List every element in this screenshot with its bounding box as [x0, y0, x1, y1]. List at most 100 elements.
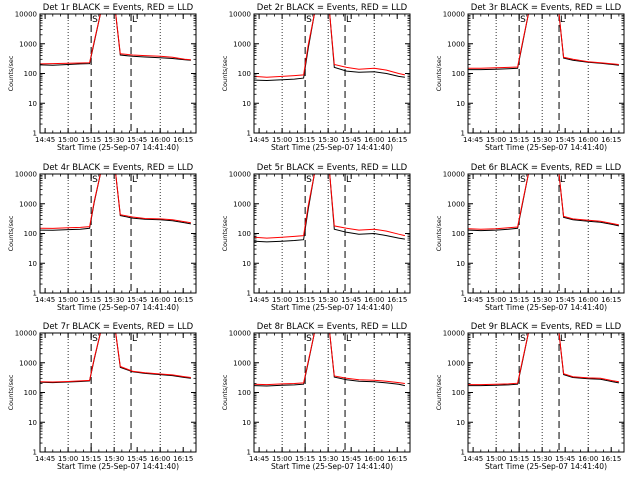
- x-tick-label: 16:00: [364, 136, 384, 144]
- y-tick-label: 10: [242, 419, 251, 427]
- x-axis-label: Start Time (25-Sep-07 14:41:40): [57, 303, 179, 312]
- series-lld-line: [40, 174, 191, 229]
- series-events-line: [254, 333, 406, 387]
- panel-9: Det 9r BLACK = Events, RED = LLD S L 1 10 100…: [435, 322, 625, 471]
- x-axis-label: Start Time (25-Sep-07 14:41:40): [271, 303, 393, 312]
- x-tick-label: 15:30: [104, 136, 124, 144]
- x-tick-label: 15:45: [341, 136, 361, 144]
- marker-label-l: L: [346, 334, 351, 344]
- panel-title: Det 9r BLACK = Events, RED = LLD: [471, 322, 622, 332]
- x-tick-label: 16:15: [387, 136, 407, 144]
- x-tick-label: 15:15: [81, 136, 101, 144]
- panel-7: Det 7r BLACK = Events, RED = LLD S L 1 10 100…: [7, 322, 197, 471]
- x-tick-label: 14:45: [35, 455, 55, 463]
- series-events-line: [468, 14, 619, 71]
- series-events-line: [468, 174, 620, 232]
- x-tick-label: 15:30: [532, 296, 552, 304]
- y-tick-label: 1000: [447, 359, 465, 367]
- marker-label-s: S: [306, 175, 312, 185]
- marker-label-s: S: [92, 334, 98, 344]
- y-tick-label: 1: [33, 290, 37, 298]
- series-lld-line: [468, 333, 619, 386]
- marker-label-s: S: [520, 15, 526, 25]
- x-tick-label: 16:15: [601, 296, 621, 304]
- x-tick-label: 16:00: [150, 455, 170, 463]
- x-tick-label: 14:45: [249, 296, 269, 304]
- marker-label-l: L: [132, 15, 137, 25]
- x-tick-label: 15:15: [81, 455, 101, 463]
- panel-title: Det 5r BLACK = Events, RED = LLD: [257, 163, 408, 173]
- series-lld-line: [40, 14, 191, 65]
- x-tick-label: 14:45: [463, 455, 483, 463]
- plot-frame: [467, 173, 625, 294]
- y-tick-label: 10000: [229, 171, 251, 179]
- x-axis-label: Start Time (25-Sep-07 14:41:40): [57, 462, 179, 471]
- y-tick-label: 100: [24, 70, 37, 78]
- x-tick-label: 15:15: [81, 296, 101, 304]
- y-axis-label: Counts/sec: [7, 55, 15, 91]
- x-axis-label: Start Time (25-Sep-07 14:41:40): [57, 143, 179, 152]
- panel-4: Det 4r BLACK = Events, RED = LLD S L 1 10 100…: [7, 163, 197, 312]
- x-tick-label: 15:45: [555, 296, 575, 304]
- marker-label-s: S: [520, 334, 526, 344]
- y-tick-label: 100: [452, 389, 465, 397]
- panel-8: Det 8r BLACK = Events, RED = LLD S L 1 10 100…: [221, 322, 411, 471]
- y-tick-label: 10000: [443, 171, 465, 179]
- x-tick-label: 16:00: [150, 296, 170, 304]
- y-tick-label: 1000: [19, 40, 37, 48]
- x-tick-label: 15:30: [104, 296, 124, 304]
- panel-5: Det 5r BLACK = Events, RED = LLD S L 1 10 100…: [221, 163, 411, 312]
- x-tick-label: 15:45: [555, 136, 575, 144]
- marker-label-s: S: [306, 15, 312, 25]
- x-tick-label: 15:00: [272, 455, 292, 463]
- panel-title: Det 2r BLACK = Events, RED = LLD: [257, 3, 408, 13]
- y-tick-label: 10: [456, 100, 465, 108]
- y-axis-label: Counts/sec: [435, 55, 443, 91]
- x-tick-label: 15:45: [341, 296, 361, 304]
- panel-title: Det 7r BLACK = Events, RED = LLD: [43, 322, 194, 332]
- marker-label-s: S: [520, 175, 526, 185]
- y-tick-label: 10000: [15, 330, 37, 338]
- x-tick-label: 16:00: [578, 136, 598, 144]
- x-tick-label: 14:45: [249, 136, 269, 144]
- panel-1: Det 1r BLACK = Events, RED = LLD S L 1 10 100…: [7, 3, 197, 152]
- x-tick-label: 16:00: [578, 296, 598, 304]
- panel-3: Det 3r BLACK = Events, RED = LLD S L 1 10 100…: [435, 3, 625, 152]
- panel-6: Det 6r BLACK = Events, RED = LLD S L 1 10 100…: [435, 163, 625, 312]
- marker-label-l: L: [132, 175, 137, 185]
- y-tick-label: 100: [452, 70, 465, 78]
- y-tick-label: 10: [28, 419, 37, 427]
- y-tick-label: 10000: [443, 11, 465, 19]
- series-events-line: [40, 333, 191, 384]
- y-tick-label: 1: [33, 130, 37, 138]
- x-tick-label: 15:15: [509, 296, 529, 304]
- x-tick-label: 16:00: [150, 136, 170, 144]
- x-axis-label: Start Time (25-Sep-07 14:41:40): [485, 462, 607, 471]
- x-tick-label: 15:30: [532, 455, 552, 463]
- y-tick-label: 100: [452, 230, 465, 238]
- series-lld-line: [254, 14, 406, 78]
- y-axis-label: Counts/sec: [435, 215, 443, 251]
- x-tick-label: 14:45: [35, 136, 55, 144]
- series-events-line: [254, 14, 405, 82]
- y-tick-label: 10: [456, 419, 465, 427]
- y-tick-label: 1000: [233, 359, 251, 367]
- y-tick-label: 10000: [229, 11, 251, 19]
- x-tick-label: 15:00: [486, 136, 506, 144]
- y-axis-label: Counts/sec: [221, 55, 229, 91]
- marker-label-l: L: [560, 15, 565, 25]
- y-tick-label: 1: [461, 290, 465, 298]
- x-tick-label: 15:00: [272, 296, 292, 304]
- x-tick-label: 16:15: [173, 455, 193, 463]
- x-tick-label: 16:00: [578, 455, 598, 463]
- y-axis-label: Counts/sec: [7, 215, 15, 251]
- x-tick-label: 14:45: [463, 136, 483, 144]
- series-events-line: [468, 333, 619, 387]
- x-tick-label: 16:15: [601, 455, 621, 463]
- plot-frame: [467, 332, 625, 453]
- x-axis-label: Start Time (25-Sep-07 14:41:40): [271, 143, 393, 152]
- x-tick-label: 14:45: [249, 455, 269, 463]
- x-tick-label: 16:15: [387, 296, 407, 304]
- y-tick-label: 10000: [229, 330, 251, 338]
- y-tick-label: 10: [28, 260, 37, 268]
